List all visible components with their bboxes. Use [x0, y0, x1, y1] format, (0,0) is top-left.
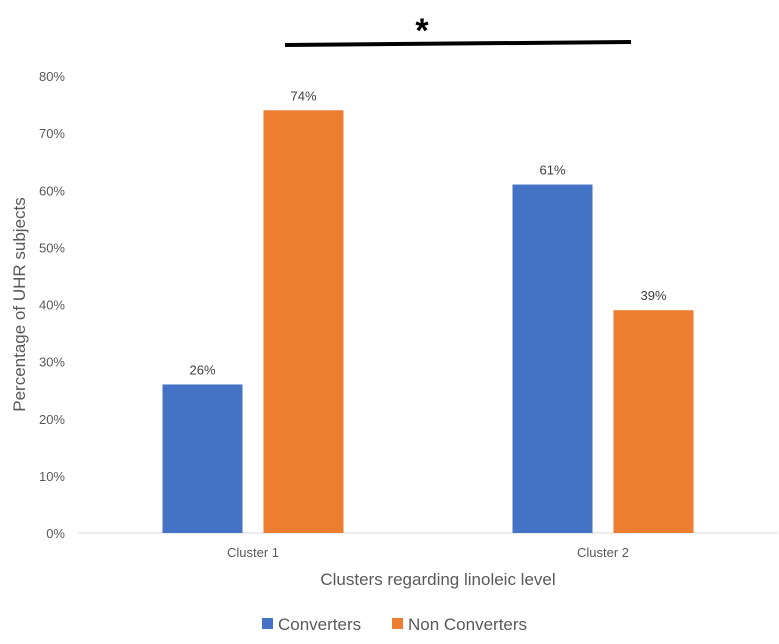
- bar-non-converters-2: [613, 310, 694, 533]
- x-tick-label: Cluster 1: [227, 545, 279, 560]
- y-tick-label: 60%: [39, 183, 65, 198]
- x-tick-label: Cluster 2: [577, 545, 629, 560]
- legend-label-non-converters: Non Converters: [408, 615, 527, 634]
- significance-annotation: *: [284, 12, 632, 50]
- significance-star: *: [415, 12, 429, 50]
- data-labels: 26% 74% 61% 39%: [189, 88, 666, 377]
- data-label: 74%: [290, 88, 316, 103]
- bar-converters-2: [512, 184, 593, 533]
- y-tick-label: 20%: [39, 412, 65, 427]
- y-tick-label: 50%: [39, 240, 65, 255]
- y-tick-label: 40%: [39, 298, 65, 313]
- y-tick-label: 70%: [39, 126, 65, 141]
- y-axis-title: Percentage of UHR subjects: [10, 197, 29, 412]
- y-tick-label: 30%: [39, 355, 65, 370]
- y-tick-labels: 0% 10% 20% 30% 40% 50% 60% 70% 80%: [39, 69, 65, 541]
- legend: Converters Non Converters: [262, 615, 527, 634]
- y-tick-label: 10%: [39, 469, 65, 484]
- data-label: 61%: [539, 163, 565, 178]
- y-tick-label: 0%: [46, 526, 65, 541]
- y-tick-label: 80%: [39, 69, 65, 84]
- data-label: 39%: [640, 288, 666, 303]
- legend-label-converters: Converters: [278, 615, 361, 634]
- bar-converters-1: [162, 384, 243, 533]
- x-tick-labels: Cluster 1 Cluster 2: [227, 545, 629, 560]
- legend-swatch-converters: [262, 618, 273, 629]
- bars: [162, 110, 694, 534]
- significance-bracket-line: [284, 40, 632, 47]
- data-label: 26%: [189, 362, 215, 377]
- bar-non-converters-1: [263, 110, 344, 534]
- x-axis-title: Clusters regarding linoleic level: [320, 570, 555, 589]
- legend-swatch-non-converters: [392, 618, 403, 629]
